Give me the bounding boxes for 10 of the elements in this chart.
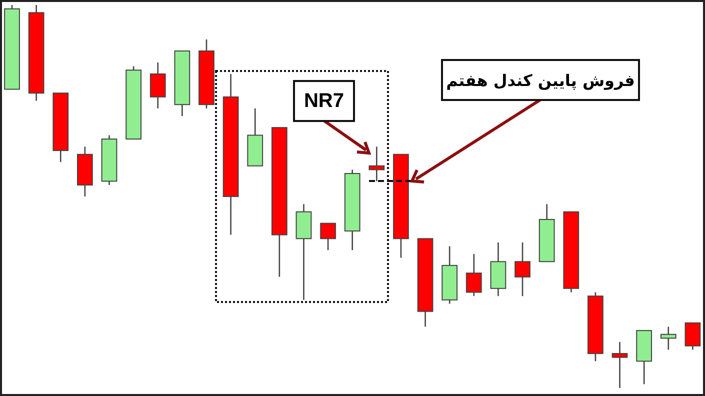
annotation: فروش پایین کندل هفتم	[441, 59, 640, 101]
candlestick	[466, 253, 482, 297]
candlestick	[660, 326, 676, 350]
candlestick	[320, 222, 336, 251]
candlestick	[514, 242, 530, 297]
candlestick	[368, 146, 385, 182]
candlestick	[612, 341, 628, 388]
candlestick	[684, 322, 701, 350]
annotation: NR7	[293, 80, 355, 122]
candlestick	[150, 62, 166, 110]
